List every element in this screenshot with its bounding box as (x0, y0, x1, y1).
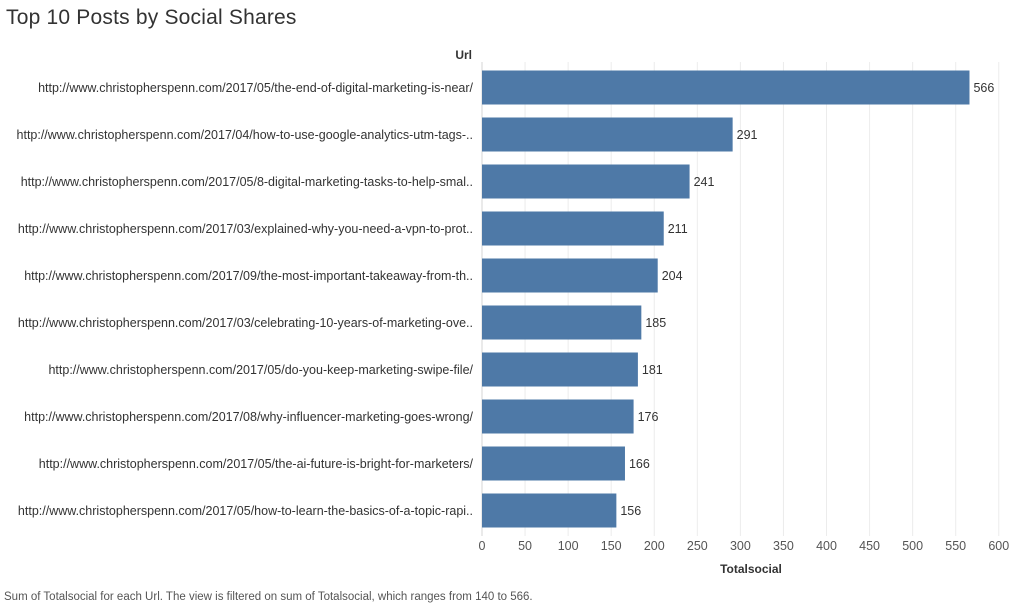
x-tick-label: 150 (601, 539, 622, 553)
value-label: 241 (694, 175, 715, 189)
category-label: http://www.christopherspenn.com/2017/05/… (39, 457, 474, 471)
x-tick-label: 550 (945, 539, 966, 553)
x-tick-label: 350 (773, 539, 794, 553)
x-tick-label: 250 (687, 539, 708, 553)
category-label: http://www.christopherspenn.com/2017/05/… (38, 81, 473, 95)
x-tick-label: 400 (816, 539, 837, 553)
bar[interactable] (482, 399, 634, 434)
x-tick-label: 50 (518, 539, 532, 553)
x-tick-label: 500 (902, 539, 923, 553)
x-tick-label: 200 (644, 539, 665, 553)
category-label: http://www.christopherspenn.com/2017/08/… (24, 410, 473, 424)
category-label: http://www.christopherspenn.com/2017/03/… (18, 316, 473, 330)
bar[interactable] (482, 258, 658, 293)
x-tick-label: 100 (558, 539, 579, 553)
bar[interactable] (482, 117, 733, 152)
bar[interactable] (482, 493, 617, 528)
bar[interactable] (482, 446, 625, 481)
category-label: http://www.christopherspenn.com/2017/09/… (24, 269, 473, 283)
value-label: 181 (642, 363, 663, 377)
x-tick-label: 600 (988, 539, 1009, 553)
value-label: 566 (973, 81, 994, 95)
value-label: 291 (737, 128, 758, 142)
value-label: 156 (620, 504, 641, 518)
chart-caption: Sum of Totalsocial for each Url. The vie… (4, 591, 533, 603)
value-label: 204 (662, 269, 683, 283)
category-label: http://www.christopherspenn.com/2017/03/… (18, 222, 473, 236)
bar[interactable] (482, 352, 638, 387)
category-label: http://www.christopherspenn.com/2017/04/… (17, 128, 473, 142)
value-label: 176 (638, 410, 659, 424)
x-tick-label: 0 (479, 539, 486, 553)
bar[interactable] (482, 70, 970, 105)
x-tick-label: 300 (730, 539, 751, 553)
bar[interactable] (482, 305, 642, 340)
value-labels: 566 291 241 211 204 185 181 176 166 156 (620, 81, 994, 518)
category-label: http://www.christopherspenn.com/2017/05/… (18, 504, 473, 518)
value-label: 185 (645, 316, 666, 330)
bar[interactable] (482, 211, 664, 246)
bars (482, 70, 970, 528)
x-axis-ticks: 0 50 100 150 200 250 300 350 400 450 500 550 600 (479, 539, 1010, 553)
category-labels: http://www.christopherspenn.com/2017/05/… (17, 81, 474, 518)
x-axis-label: Totalsocial (720, 562, 782, 576)
x-tick-label: 450 (859, 539, 880, 553)
bar[interactable] (482, 164, 690, 199)
chart-title: Top 10 Posts by Social Shares (6, 6, 297, 29)
category-label: http://www.christopherspenn.com/2017/05/… (48, 363, 473, 377)
row-header: Url (455, 48, 472, 62)
value-label: 211 (668, 222, 688, 236)
value-label: 166 (629, 457, 650, 471)
category-label: http://www.christopherspenn.com/2017/05/… (21, 175, 473, 189)
